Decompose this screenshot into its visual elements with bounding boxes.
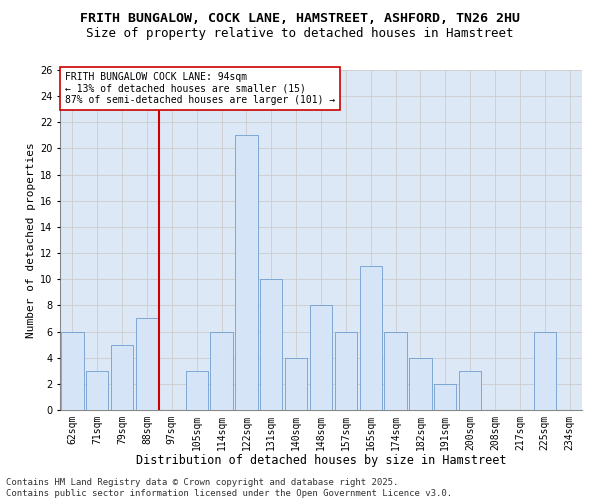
Bar bbox=[185, 371, 208, 410]
Bar bbox=[235, 136, 257, 410]
Bar bbox=[335, 332, 357, 410]
Text: Size of property relative to detached houses in Hamstreet: Size of property relative to detached ho… bbox=[86, 28, 514, 40]
Bar bbox=[533, 332, 556, 410]
Bar bbox=[409, 358, 431, 410]
Text: FRITH BUNGALOW COCK LANE: 94sqm
← 13% of detached houses are smaller (15)
87% of: FRITH BUNGALOW COCK LANE: 94sqm ← 13% of… bbox=[65, 72, 335, 105]
Bar bbox=[285, 358, 307, 410]
Bar bbox=[260, 279, 283, 410]
Bar bbox=[136, 318, 158, 410]
Bar bbox=[310, 306, 332, 410]
Bar bbox=[434, 384, 457, 410]
Bar bbox=[86, 371, 109, 410]
Bar bbox=[459, 371, 481, 410]
X-axis label: Distribution of detached houses by size in Hamstreet: Distribution of detached houses by size … bbox=[136, 454, 506, 468]
Bar bbox=[359, 266, 382, 410]
Text: FRITH BUNGALOW, COCK LANE, HAMSTREET, ASHFORD, TN26 2HU: FRITH BUNGALOW, COCK LANE, HAMSTREET, AS… bbox=[80, 12, 520, 26]
Bar bbox=[111, 344, 133, 410]
Bar bbox=[385, 332, 407, 410]
Bar bbox=[211, 332, 233, 410]
Bar bbox=[61, 332, 83, 410]
Y-axis label: Number of detached properties: Number of detached properties bbox=[26, 142, 35, 338]
Text: Contains HM Land Registry data © Crown copyright and database right 2025.
Contai: Contains HM Land Registry data © Crown c… bbox=[6, 478, 452, 498]
